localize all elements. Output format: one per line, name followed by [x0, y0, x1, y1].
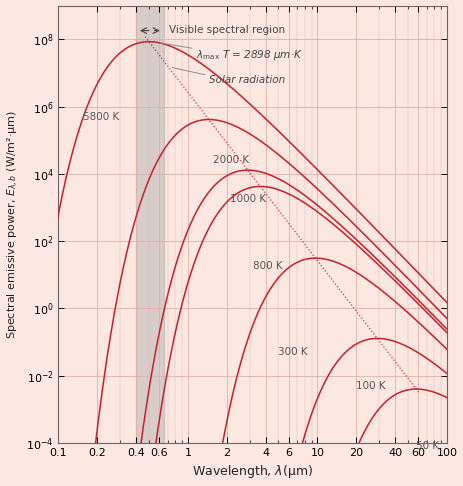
Text: 800 K: 800 K	[253, 261, 283, 271]
X-axis label: Wavelength, $\lambda$(μm): Wavelength, $\lambda$(μm)	[192, 464, 313, 481]
Bar	[137, 5, 164, 443]
Text: 5800 K: 5800 K	[83, 112, 119, 122]
Text: 2000 K: 2000 K	[213, 156, 249, 165]
Text: 300 K: 300 K	[278, 347, 308, 357]
Text: Solar radiation: Solar radiation	[209, 75, 285, 86]
Text: 1000 K: 1000 K	[230, 194, 266, 204]
Text: Visible spectral region: Visible spectral region	[169, 25, 286, 35]
Text: 50 K: 50 K	[416, 441, 439, 451]
Text: 100 K: 100 K	[357, 381, 386, 391]
Text: $\lambda_{\mathrm{max}}$ $T$ = 2898 μm·K: $\lambda_{\mathrm{max}}$ $T$ = 2898 μm·K	[196, 48, 303, 62]
Y-axis label: Spectral emissive power, $E_{\lambda,b}$ (W/m²·μm): Spectral emissive power, $E_{\lambda,b}$…	[6, 110, 21, 339]
